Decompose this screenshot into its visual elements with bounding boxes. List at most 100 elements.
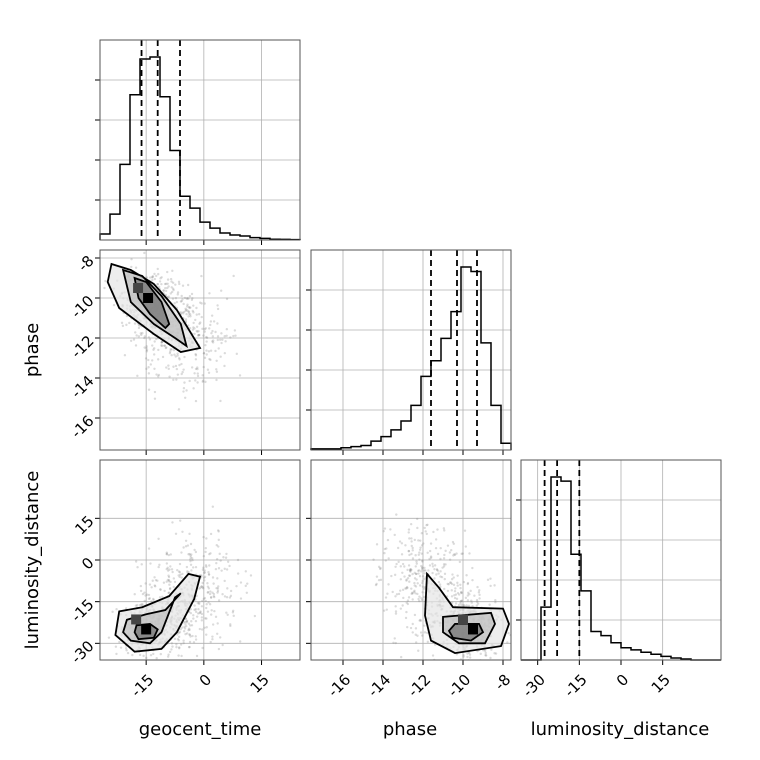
panel-frame	[99, 459, 301, 661]
scatter-point	[451, 601, 454, 604]
scatter-point	[210, 332, 213, 335]
scatter-point	[188, 326, 192, 330]
scatter-point	[214, 349, 217, 353]
scatter-point	[176, 352, 179, 355]
scatter-point	[168, 587, 172, 591]
scatter-point	[178, 646, 181, 650]
scatter-point	[147, 593, 151, 597]
scatter-point	[170, 348, 173, 351]
scatter-point	[203, 571, 206, 575]
contour-level	[122, 592, 182, 645]
scatter-point	[187, 628, 190, 632]
scatter-point	[200, 605, 204, 608]
scatter-point	[212, 594, 215, 598]
scatter-point	[197, 602, 201, 606]
scatter-point	[177, 635, 181, 639]
scatter-point	[203, 302, 206, 305]
scatter-point	[188, 628, 191, 632]
scatter-point	[432, 530, 435, 534]
scatter-point	[393, 573, 397, 577]
scatter-point	[159, 588, 162, 591]
scatter-point	[163, 282, 167, 286]
scatter-point	[470, 599, 473, 602]
scatter-point	[208, 327, 211, 330]
scatter-point	[466, 594, 470, 597]
scatter-point	[413, 589, 416, 593]
scatter-point	[200, 585, 203, 588]
scatter-point	[166, 270, 169, 274]
scatter-point	[420, 570, 423, 573]
scatter-point	[493, 584, 496, 587]
y-tick-label: -16	[67, 412, 97, 442]
scatter-point	[206, 585, 210, 588]
scatter-point	[138, 603, 142, 607]
scatter-point	[169, 580, 172, 584]
scatter-point	[204, 564, 208, 567]
scatter-point	[210, 314, 214, 317]
xlabel-luminosity-distance: luminosity_distance	[531, 719, 710, 740]
scatter-point	[188, 633, 191, 636]
scatter-point	[222, 556, 225, 559]
scatter-point	[176, 637, 180, 641]
scatter-point	[399, 589, 402, 592]
y-tick-label: -8	[74, 252, 97, 275]
scatter-point	[419, 619, 423, 622]
scatter-point	[375, 575, 379, 578]
scatter-point	[420, 598, 424, 602]
scatter-point	[194, 354, 198, 357]
scatter-point	[393, 533, 396, 537]
scatter-point	[209, 323, 212, 327]
scatter-point	[193, 548, 196, 552]
scatter-point	[204, 327, 208, 330]
scatter-point	[169, 565, 172, 568]
scatter-point	[107, 636, 111, 639]
scatter-point	[157, 537, 160, 540]
scatter-point	[215, 378, 218, 382]
scatter-point	[418, 558, 421, 561]
scatter-point	[179, 300, 183, 303]
scatter-point	[187, 627, 191, 630]
scatter-point	[208, 592, 212, 596]
scatter-point	[151, 344, 154, 347]
scatter-point	[143, 336, 146, 340]
scatter-point	[170, 648, 173, 651]
scatter-point	[200, 612, 204, 616]
scatter-point	[454, 593, 458, 596]
scatter-point	[395, 593, 399, 596]
scatter-point	[379, 566, 382, 570]
scatter-point	[236, 572, 240, 575]
scatter-point	[165, 551, 169, 554]
scatter-point	[473, 594, 476, 597]
scatter-point	[443, 529, 446, 532]
scatter-point	[183, 381, 186, 384]
scatter-point	[459, 600, 462, 603]
scatter-point	[216, 304, 219, 307]
scatter-point	[215, 359, 218, 362]
scatter-point	[207, 573, 211, 576]
scatter-point	[414, 572, 418, 576]
scatter-point	[408, 580, 411, 583]
scatter-point	[209, 358, 212, 362]
scatter-point	[438, 583, 442, 586]
scatter-point	[205, 617, 208, 620]
scatter-point	[201, 374, 204, 377]
scatter-point	[429, 555, 433, 558]
scatter-point	[198, 611, 201, 615]
scatter-point	[170, 286, 173, 289]
scatter-point	[181, 298, 184, 301]
scatter-point	[216, 591, 219, 594]
scatter-point	[180, 362, 183, 366]
scatter-point	[213, 609, 216, 613]
scatter-point	[193, 604, 196, 607]
scatter-point	[229, 589, 233, 593]
scatter-point	[103, 286, 106, 290]
scatter-point	[421, 560, 424, 563]
scatter-point	[468, 593, 471, 596]
scatter-point	[190, 292, 194, 296]
scatter-point	[410, 544, 413, 548]
scatter-point	[200, 274, 203, 278]
scatter-point	[178, 562, 182, 566]
scatter-point	[186, 283, 190, 287]
scatter-point	[411, 549, 414, 552]
scatter-point	[191, 634, 194, 638]
